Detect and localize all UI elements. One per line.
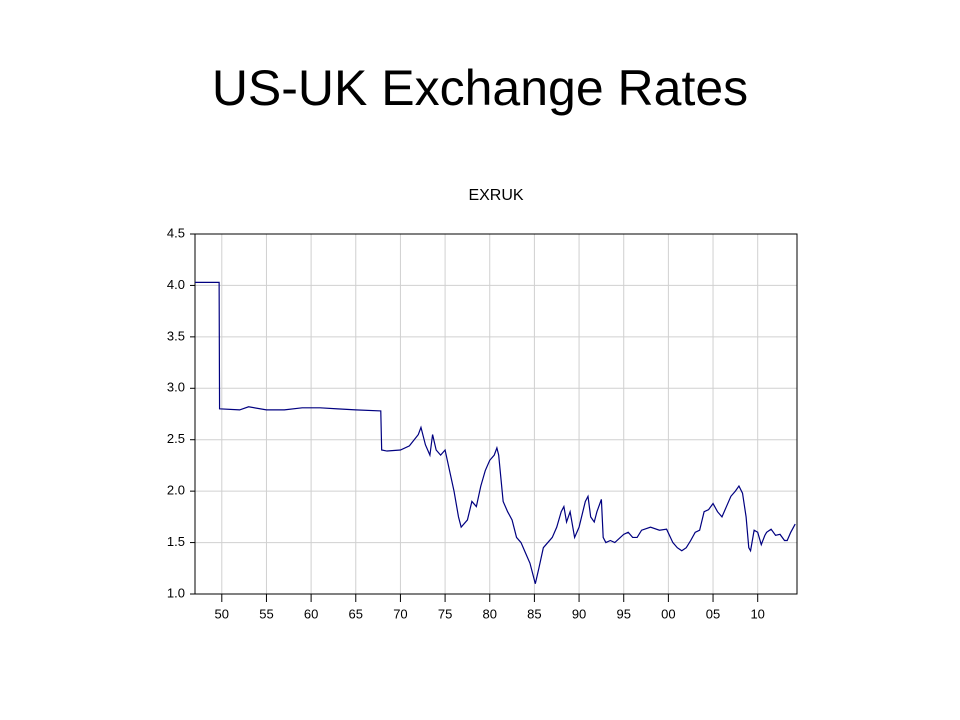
y-tick-label: 3.5 <box>167 328 185 343</box>
y-tick-label: 1.0 <box>167 585 185 600</box>
slide-title: US-UK Exchange Rates <box>212 60 748 116</box>
y-tick-label: 4.0 <box>167 277 185 292</box>
y-tick-label: 2.5 <box>167 431 185 446</box>
y-tick-label: 3.0 <box>167 380 185 395</box>
y-tick-label: 1.5 <box>167 534 185 549</box>
x-tick-label: 60 <box>304 606 318 621</box>
data-line <box>195 281 796 584</box>
x-tick-label: 70 <box>393 606 407 621</box>
y-tick-label: 2.0 <box>167 483 185 498</box>
x-tick-label: 95 <box>616 606 630 621</box>
x-tick-label: 55 <box>259 606 273 621</box>
x-tick-label: 00 <box>661 606 675 621</box>
x-tick-label: 05 <box>706 606 720 621</box>
x-tick-label: 75 <box>438 606 452 621</box>
y-tick-label: 4.5 <box>167 225 185 240</box>
x-tick-label: 80 <box>483 606 497 621</box>
x-tick-label: 65 <box>349 606 363 621</box>
chart-title: EXRUK <box>468 187 523 204</box>
x-tick-label: 85 <box>527 606 541 621</box>
x-tick-label: 50 <box>215 606 229 621</box>
x-tick-label: 10 <box>750 606 764 621</box>
plot-frame <box>194 233 798 595</box>
x-tick-label: 90 <box>572 606 586 621</box>
